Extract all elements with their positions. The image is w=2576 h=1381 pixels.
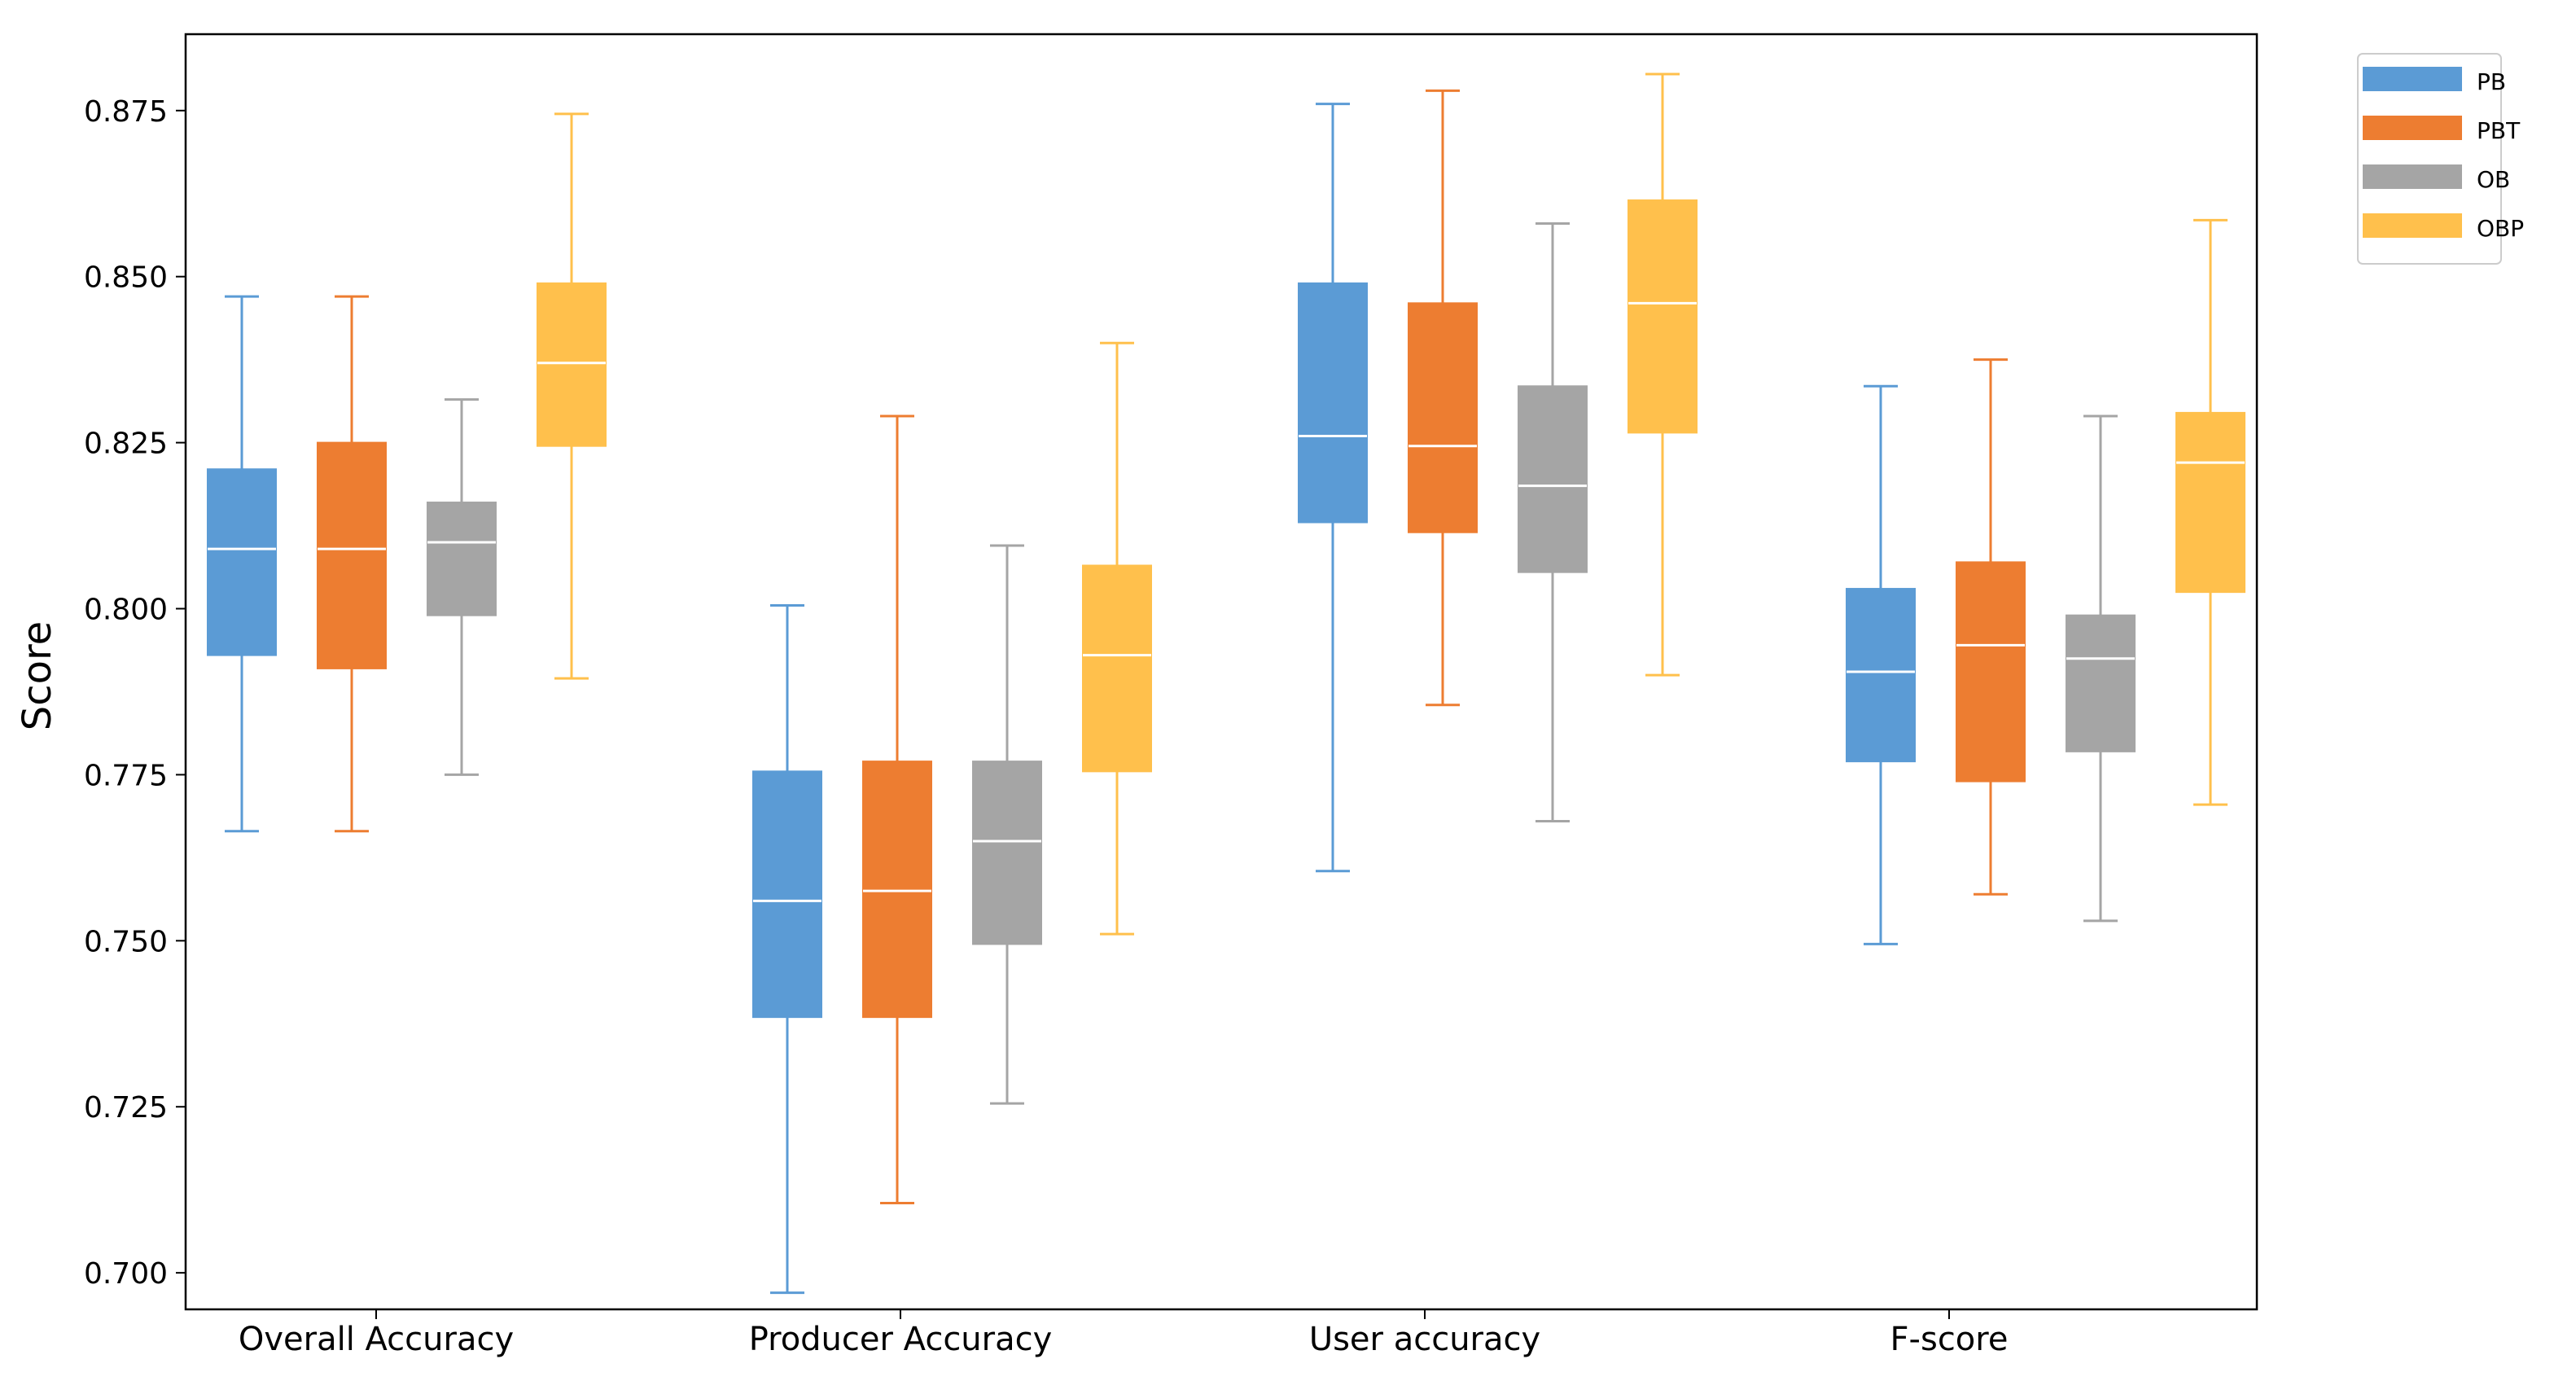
- box-pb-3: [1846, 384, 1916, 945]
- iqr-box: [1408, 302, 1478, 533]
- y-axis-ticks: 0.700 0.725 0.750 0.775 0.800 0.825 0.850 0.875: [84, 95, 186, 1291]
- y-tick-label: 0.775: [84, 759, 168, 792]
- legend-swatch: [2363, 164, 2462, 189]
- x-category-label: F-score: [1890, 1321, 2009, 1358]
- legend-label: OB: [2477, 166, 2510, 193]
- y-tick-label: 0.875: [84, 95, 168, 129]
- legend-label: PBT: [2477, 117, 2521, 144]
- x-category-label: User accuracy: [1309, 1321, 1540, 1358]
- box-ob-3: [2066, 414, 2136, 923]
- y-tick-label: 0.700: [84, 1257, 168, 1291]
- iqr-box: [1956, 561, 2026, 783]
- x-category-label: Producer Accuracy: [749, 1321, 1053, 1358]
- iqr-box: [537, 282, 607, 447]
- legend-label: PB: [2477, 68, 2506, 95]
- box-pbt-2: [1408, 89, 1478, 707]
- box-pb-2: [1298, 103, 1368, 873]
- box-pb-0: [207, 295, 277, 833]
- y-tick-label: 0.825: [84, 427, 168, 461]
- box-ob-1: [972, 544, 1042, 1105]
- box-pbt-1: [862, 414, 932, 1204]
- box-plot-series: [207, 72, 2245, 1295]
- x-category-label: Overall Accuracy: [239, 1321, 514, 1358]
- iqr-box: [862, 761, 932, 1019]
- legend-swatch: [2363, 213, 2462, 238]
- box-ob-2: [1518, 221, 1588, 823]
- iqr-box: [207, 468, 277, 656]
- iqr-box: [1082, 564, 1152, 773]
- legend-swatch: [2363, 67, 2462, 91]
- iqr-box: [1628, 199, 1698, 434]
- iqr-box: [1846, 588, 1916, 763]
- box-pbt-0: [317, 295, 387, 833]
- box-pbt-3: [1956, 358, 2026, 896]
- iqr-box: [752, 770, 822, 1019]
- iqr-box: [2175, 411, 2245, 594]
- y-tick-label: 0.800: [84, 594, 168, 627]
- box-ob-0: [427, 398, 497, 776]
- box-pb-1: [752, 603, 822, 1295]
- y-tick-label: 0.850: [84, 261, 168, 295]
- iqr-box: [317, 441, 387, 669]
- box-obp-3: [2175, 218, 2245, 806]
- box-obp-2: [1628, 72, 1698, 677]
- box-obp-0: [537, 112, 607, 680]
- legend-swatch: [2363, 116, 2462, 140]
- iqr-box: [427, 502, 497, 616]
- legend-frame: [2357, 53, 2502, 265]
- y-axis-label: Score: [15, 621, 60, 730]
- iqr-box: [972, 761, 1042, 945]
- iqr-box: [2066, 614, 2136, 752]
- box-obp-1: [1082, 341, 1152, 936]
- x-axis-category-labels: Overall Accuracy Producer Accuracy User ac…: [239, 1309, 2009, 1358]
- legend-label: OBP: [2477, 215, 2524, 242]
- plot-area-frame: [184, 33, 2258, 1311]
- y-tick-label: 0.725: [84, 1091, 168, 1125]
- y-tick-label: 0.750: [84, 925, 168, 958]
- iqr-box: [1518, 385, 1588, 573]
- iqr-box: [1298, 282, 1368, 524]
- legend: PB PBT OB OBP: [2357, 53, 2524, 265]
